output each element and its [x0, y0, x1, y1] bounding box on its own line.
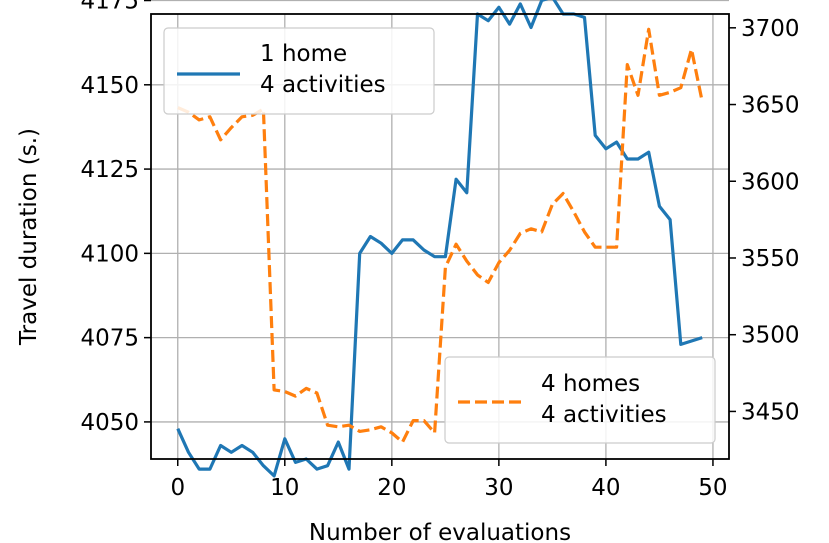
x-axis: 0 10 20 30 40 50	[170, 459, 728, 501]
right-y-tick-label: 3650	[741, 93, 800, 119]
legend-box	[163, 27, 435, 115]
plot-lines	[176, 0, 704, 478]
legend-series-2: 4 homes 4 activities	[444, 356, 716, 444]
legend-box	[444, 356, 716, 444]
series-line-2	[177, 27, 704, 444]
right-y-tick-label: 3550	[741, 246, 800, 272]
x-tick-label: 30	[484, 475, 513, 501]
legend-series-1: 1 home 4 activities	[163, 27, 435, 115]
x-tick-label: 50	[698, 475, 727, 501]
left-y-axis: 4050 4075 4100 4125 4150 4175	[80, 0, 151, 436]
plot-frame	[150, 13, 730, 460]
left-y-tick-label: 4175	[80, 0, 139, 15]
left-y-tick-label: 4050	[80, 410, 139, 436]
legend-label-line: 4 activities	[260, 72, 386, 98]
legend-label-line: 1 home	[260, 41, 347, 67]
right-y-tick-label: 3500	[741, 323, 800, 349]
x-tick-label: 40	[591, 475, 620, 501]
x-tick-label: 0	[170, 475, 185, 501]
right-y-axis: 3450 3500 3550 3600 3650 3700	[729, 16, 800, 425]
x-tick-label: 10	[270, 475, 299, 501]
x-tick-label: 20	[377, 475, 406, 501]
right-y-tick-label: 3450	[741, 399, 800, 425]
y-axis-label: Travel duration (s.)	[16, 128, 42, 346]
left-y-tick-label: 4150	[80, 73, 139, 99]
legend-label-line: 4 activities	[541, 402, 667, 428]
left-y-tick-label: 4125	[80, 157, 139, 183]
x-axis-label: Number of evaluations	[309, 520, 571, 543]
right-y-tick-label: 3600	[741, 169, 800, 195]
legend-label-line: 4 homes	[541, 371, 640, 397]
right-y-tick-label: 3700	[741, 16, 800, 42]
left-y-tick-label: 4075	[80, 326, 139, 352]
series-line-1	[176, 0, 703, 478]
left-y-tick-label: 4100	[80, 241, 139, 267]
